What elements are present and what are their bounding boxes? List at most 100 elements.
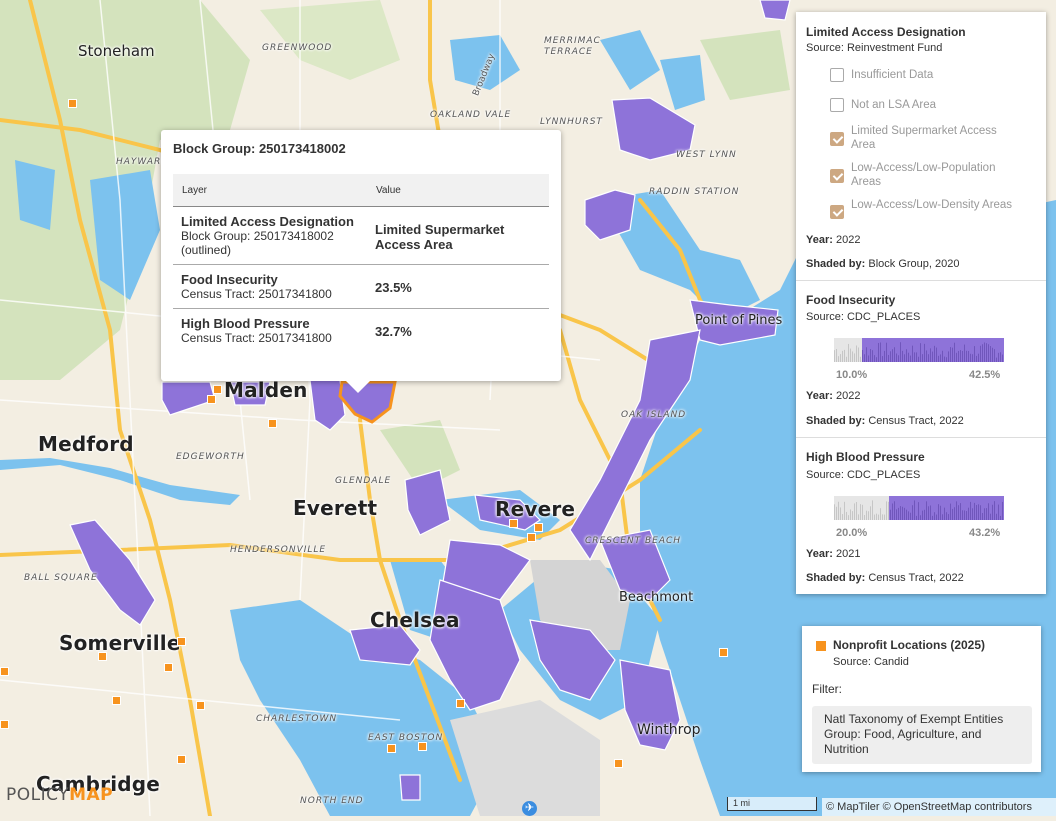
checkbox-not-lsa[interactable]: [830, 98, 844, 112]
histogram-bar: [860, 504, 861, 520]
place-label-oak-island: OAK ISLAND: [621, 410, 687, 420]
legend-food-shaded: Shaded by: Census Tract, 2022: [806, 415, 964, 427]
place-label-west-lynn: WEST LYNN: [676, 150, 737, 160]
checkbox-label: Low-Access/Low-Density Areas: [851, 199, 1013, 211]
histogram-bar: [928, 506, 929, 520]
nonprofit-marker[interactable]: [98, 652, 107, 661]
nonprofit-marker[interactable]: [207, 395, 216, 404]
checkbox-insufficient-data[interactable]: [830, 68, 844, 82]
checkbox-low-density[interactable]: [830, 205, 844, 219]
histogram-bar: [944, 356, 945, 362]
histogram-bar: [880, 342, 881, 362]
histogram-bar: [892, 349, 893, 362]
histogram-bar: [858, 347, 859, 362]
histogram-bar: [922, 354, 923, 362]
histogram-bar: [950, 347, 951, 362]
nonprofit-marker[interactable]: [719, 648, 728, 657]
histogram-bar: [960, 503, 961, 520]
nonprofit-marker[interactable]: [177, 755, 186, 764]
histogram-bar: [970, 353, 971, 362]
histogram-bar: [848, 343, 849, 362]
histogram-bar: [930, 505, 931, 520]
nonprofit-marker[interactable]: [112, 696, 121, 705]
popup-layer-cell: High Blood Pressure Census Tract: 250173…: [173, 309, 367, 353]
histogram-bar: [908, 511, 909, 520]
histogram-bar: [932, 515, 933, 520]
place-label-edgeworth: EDGEWORTH: [176, 452, 245, 462]
histogram-bar: [940, 354, 941, 362]
nonprofit-marker[interactable]: [527, 533, 536, 542]
legend-lad-shaded: Shaded by: Block Group, 2020: [806, 258, 960, 270]
histogram-bar: [904, 354, 905, 362]
nonprofit-marker[interactable]: [0, 667, 9, 676]
popup-col-value: Value: [367, 174, 549, 207]
histogram-bar: [856, 345, 857, 362]
legend-lad-title: Limited Access Designation: [806, 25, 966, 39]
nonprofit-marker[interactable]: [387, 744, 396, 753]
histogram-bar: [896, 353, 897, 362]
nonprofit-marker[interactable]: [456, 699, 465, 708]
histogram-bar: [940, 505, 941, 520]
histogram-bar: [840, 507, 841, 520]
place-label-medford: Medford: [38, 432, 134, 456]
histogram-bar: [978, 353, 979, 362]
histogram-bar: [928, 354, 929, 362]
layer-sub: Census Tract: 25017341800: [181, 331, 332, 345]
histogram-bar: [920, 515, 921, 520]
nonprofit-marker[interactable]: [164, 663, 173, 672]
checkbox-low-population[interactable]: [830, 169, 844, 183]
histogram-bar: [850, 348, 851, 362]
histogram-bar: [884, 514, 885, 520]
histogram-bar: [844, 349, 845, 362]
histogram-bar: [864, 354, 865, 362]
place-label-revere: Revere: [495, 497, 576, 521]
histogram-bar: [846, 356, 847, 362]
histogram-bar: [882, 514, 883, 520]
nonprofit-marker[interactable]: [68, 99, 77, 108]
histogram-bar: [856, 502, 857, 520]
airport-icon: ✈: [522, 801, 537, 816]
nonprofit-marker[interactable]: [213, 385, 222, 394]
histogram-bar: [952, 347, 953, 362]
legend-divider: [796, 280, 1046, 281]
checkbox-limited-supermarket[interactable]: [830, 132, 844, 146]
place-label-ball-square: BALL SQUARE: [24, 573, 98, 583]
histogram-bar: [848, 515, 849, 520]
layer-value: Limited Supermarket Access Area: [367, 206, 549, 265]
histogram-bar: [1002, 354, 1003, 362]
nonprofit-marker[interactable]: [418, 742, 427, 751]
checkbox-label: Not an LSA Area: [851, 99, 937, 111]
place-label-hayward: HAYWARD: [116, 157, 170, 167]
histogram-bar: [858, 514, 859, 520]
checkbox-label: Limited Supermarket Access Area: [851, 125, 997, 151]
layer-name: Limited Access Designation: [181, 214, 354, 229]
place-label-cambridge: Cambridge: [36, 772, 161, 796]
histogram-bar: [890, 509, 891, 520]
histogram-bar: [878, 514, 879, 520]
map-attribution[interactable]: © MapTiler © OpenStreetMap contributors: [822, 798, 1056, 816]
histogram-bar: [972, 354, 973, 362]
histogram-bar: [862, 350, 863, 362]
nonprofit-marker[interactable]: [509, 519, 518, 528]
place-label-merrimac-terrace: MERRIMAC TERRACE: [544, 36, 601, 57]
place-label-greenwood: GREENWOOD: [262, 43, 333, 53]
nonprofit-marker[interactable]: [0, 720, 9, 729]
legend-food-min: 10.0%: [836, 369, 868, 381]
histogram-bar: [982, 344, 983, 362]
layer-value: 32.7%: [375, 324, 412, 339]
food-insecurity-histogram: [834, 338, 1004, 362]
nonprofit-marker[interactable]: [614, 759, 623, 768]
scale-bar: 1 mi: [727, 797, 817, 811]
nonprofit-marker[interactable]: [268, 419, 277, 428]
place-label-malden: Malden: [224, 378, 308, 402]
histogram-bar: [990, 513, 991, 520]
nonprofit-marker[interactable]: [196, 701, 205, 710]
nonprofit-marker[interactable]: [534, 523, 543, 532]
nonprofit-marker[interactable]: [177, 637, 186, 646]
histogram-bar: [836, 506, 837, 520]
histogram-bar: [984, 508, 985, 520]
histogram-bar: [978, 504, 979, 520]
histogram-bar: [970, 501, 971, 520]
histogram-bar: [918, 356, 919, 362]
place-label-somerville: Somerville: [59, 631, 181, 655]
